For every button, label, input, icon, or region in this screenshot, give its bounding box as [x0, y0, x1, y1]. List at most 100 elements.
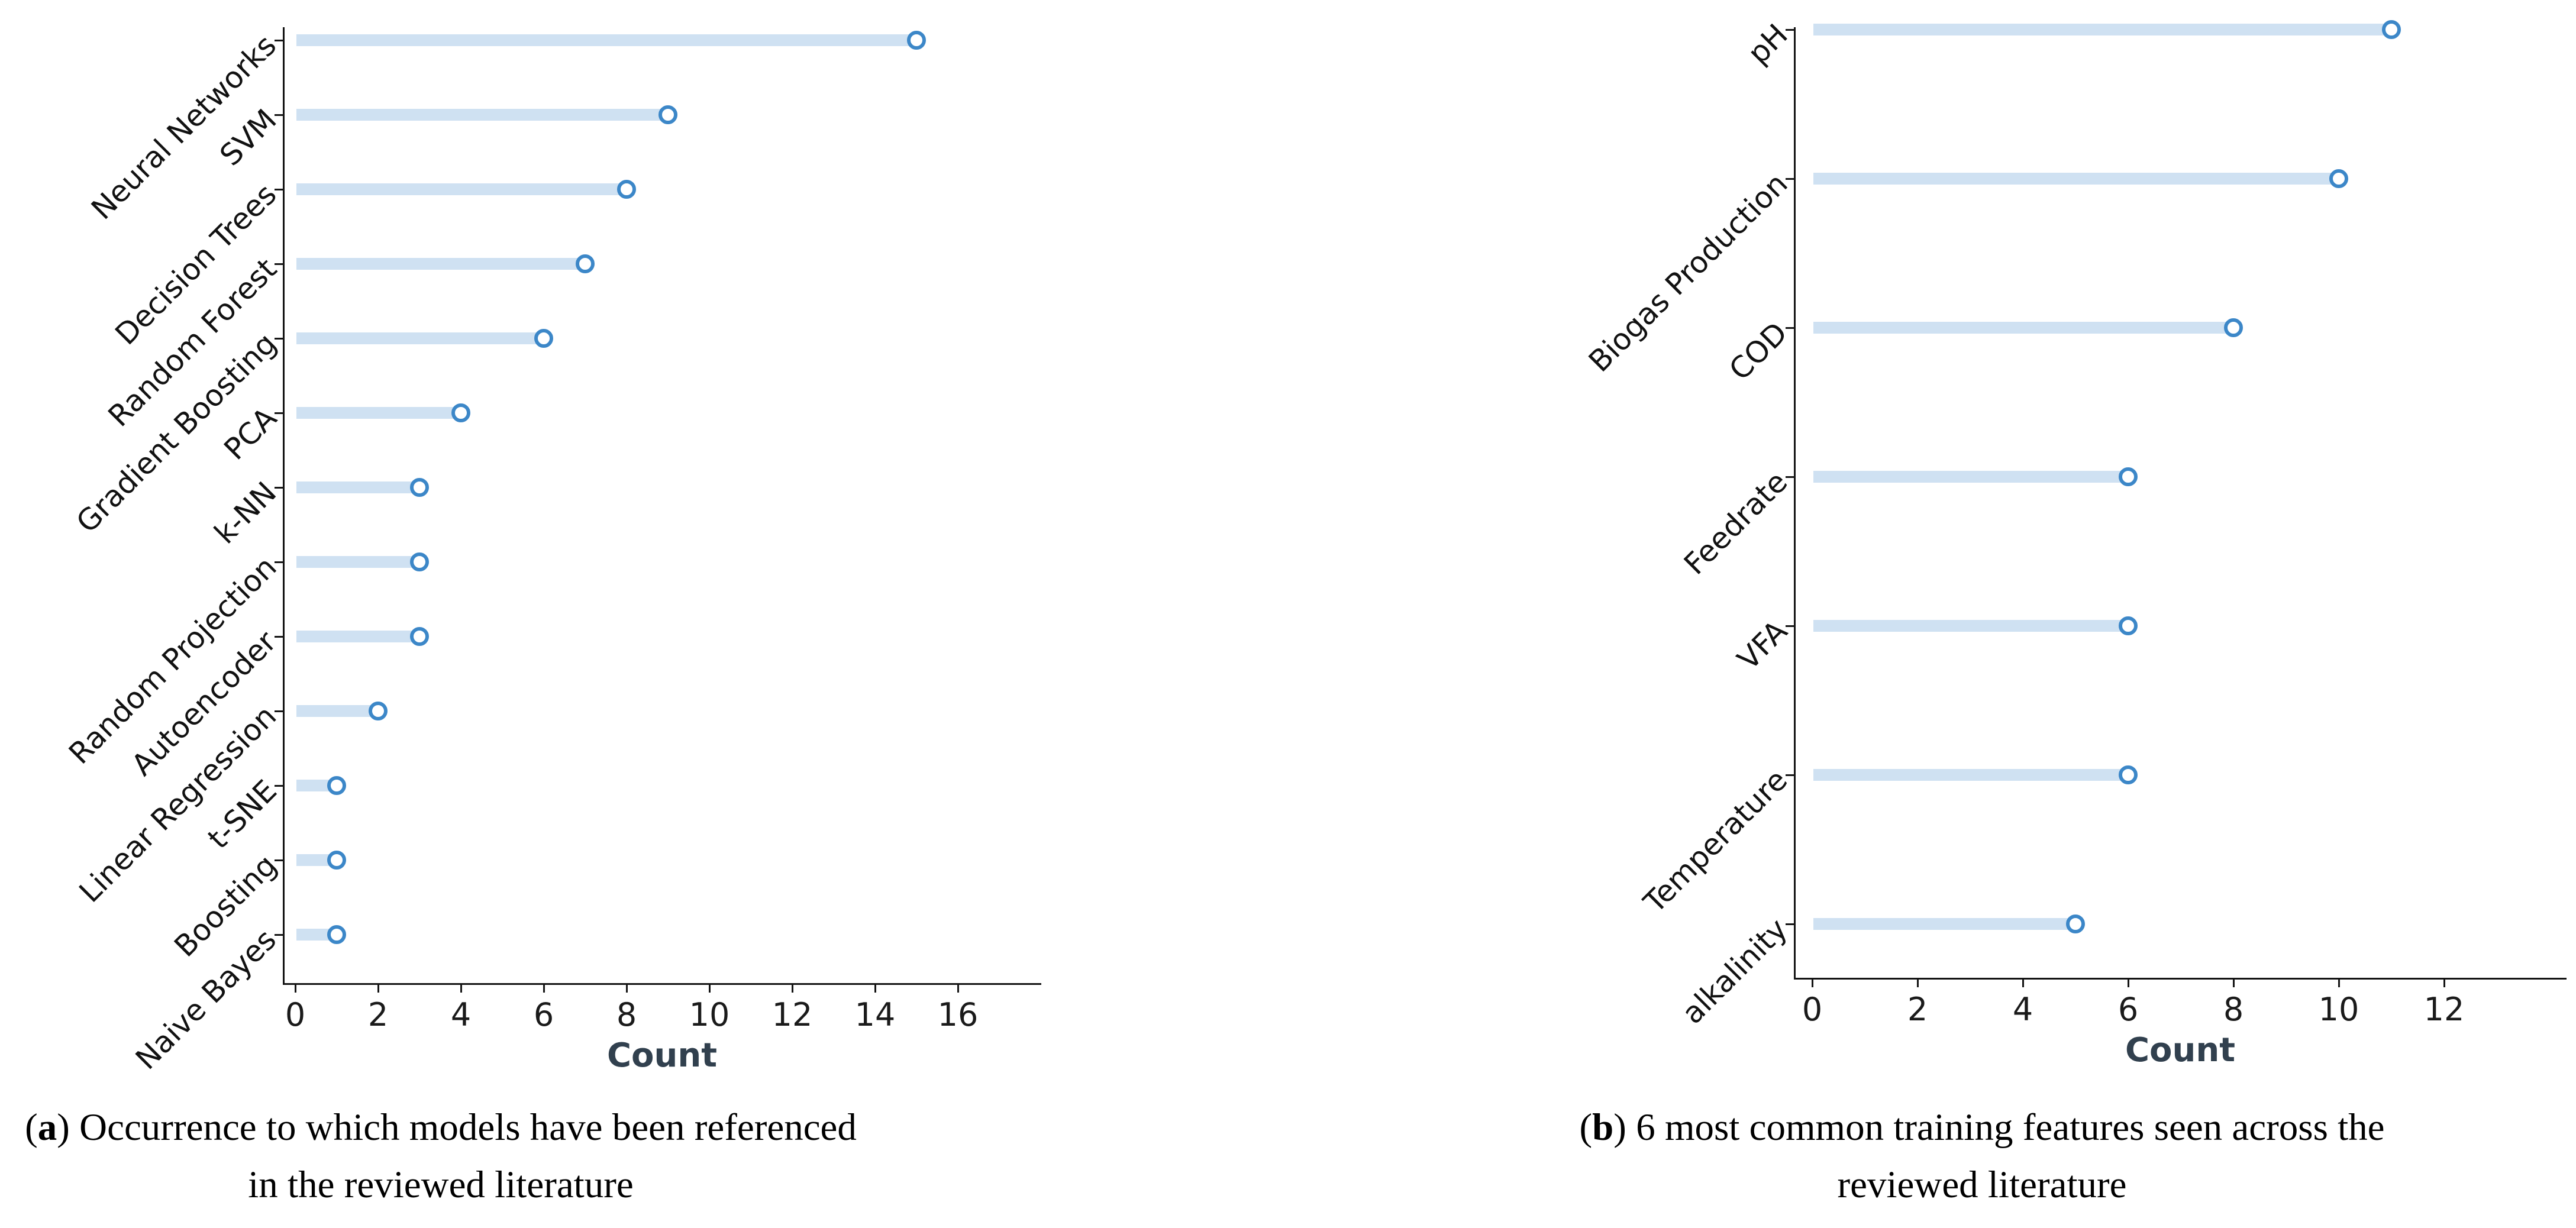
y-tick [275, 114, 283, 116]
x-tick-label: 4 [450, 996, 472, 1033]
stem [1813, 471, 2128, 483]
x-axis-title: Count [2125, 1031, 2236, 1069]
x-tick-label: 0 [285, 996, 306, 1033]
stem [1813, 620, 2128, 632]
data-point-marker [2382, 20, 2401, 39]
stem [1813, 769, 2128, 781]
y-tick [1786, 625, 1794, 627]
x-tick [2022, 978, 2024, 987]
data-point-marker [576, 254, 595, 273]
y-tick [1786, 29, 1794, 31]
x-tick [1812, 978, 1813, 987]
stem [1813, 918, 2075, 930]
x-tick [295, 983, 296, 993]
x-tick [377, 983, 379, 993]
y-tick [275, 561, 283, 563]
stem [296, 34, 916, 46]
x-tick-label: 14 [854, 996, 896, 1033]
x-tick-label: 2 [367, 996, 389, 1033]
stem [1813, 24, 2391, 35]
x-tick [2338, 978, 2340, 987]
y-tick [1786, 327, 1794, 329]
x-axis-line [283, 983, 1041, 985]
y-tick [275, 636, 283, 638]
y-axis-spine [283, 27, 285, 983]
y-tick [275, 189, 283, 190]
x-tick-label: 4 [2012, 991, 2033, 1028]
x-tick [957, 983, 959, 993]
caption-a-paren-close: ) [57, 1106, 80, 1149]
data-point-marker [2119, 467, 2138, 486]
x-axis-title: Count [606, 1036, 718, 1075]
category-label: VFA [1731, 613, 1794, 677]
caption-b-paren-open: ( [1579, 1106, 1593, 1149]
x-tick [460, 983, 462, 993]
stem [296, 332, 544, 344]
x-tick-label: 10 [689, 996, 730, 1033]
data-point-marker [327, 776, 346, 795]
x-tick [874, 983, 876, 993]
stem [1813, 322, 2233, 334]
caption-b-paren-close: ) [1613, 1106, 1636, 1149]
caption-a-line1: (a) Occurrence to which models have been… [25, 1099, 857, 1156]
x-tick-label: 10 [2318, 991, 2359, 1028]
data-point-marker [658, 105, 677, 124]
stem [296, 556, 419, 568]
caption-b: (b) 6 most common training features seen… [1579, 1099, 2384, 1214]
caption-b-marker: b [1592, 1106, 1614, 1149]
category-label: COD [1722, 315, 1794, 387]
caption-a: (a) Occurrence to which models have been… [25, 1099, 857, 1214]
stem [296, 929, 337, 941]
data-point-marker [410, 627, 429, 646]
x-tick [2233, 978, 2235, 987]
data-point-marker [2119, 616, 2138, 635]
y-tick [1786, 774, 1794, 776]
y-tick [275, 785, 283, 787]
y-tick [275, 934, 283, 936]
stem [296, 631, 419, 642]
data-point-marker [327, 851, 346, 870]
caption-b-line1: (b) 6 most common training features seen… [1579, 1099, 2384, 1156]
x-tick [626, 983, 628, 993]
x-tick [792, 983, 793, 993]
caption-a-marker: a [37, 1106, 57, 1149]
x-axis-line [1794, 978, 2567, 980]
data-point-marker [907, 31, 926, 50]
y-tick [1786, 178, 1794, 180]
data-point-marker [2066, 914, 2085, 933]
x-tick-label: 6 [533, 996, 554, 1033]
stem [296, 407, 461, 419]
x-tick-label: 8 [2223, 991, 2244, 1028]
stem [296, 258, 585, 270]
stem [296, 109, 668, 121]
caption-a-text1: Occurrence to which models have been ref… [79, 1106, 857, 1149]
x-tick [1917, 978, 1919, 987]
y-tick [1786, 476, 1794, 478]
category-label: alkalinity [1675, 912, 1794, 1031]
data-point-marker [2224, 318, 2243, 337]
x-tick [543, 983, 545, 993]
data-point-marker [451, 403, 470, 422]
y-tick [275, 338, 283, 340]
y-tick [275, 487, 283, 489]
y-tick [1786, 923, 1794, 925]
data-point-marker [2119, 765, 2138, 784]
caption-a-line2: in the reviewed literature [248, 1164, 634, 1206]
stem [296, 780, 337, 791]
data-point-marker [534, 329, 553, 348]
x-tick-label: 6 [2117, 991, 2139, 1028]
stem [296, 481, 419, 493]
caption-b-text1: 6 most common training features seen acr… [1636, 1106, 2385, 1149]
x-tick-label: 2 [1907, 991, 1928, 1028]
stem [296, 854, 337, 866]
caption-b-line2: reviewed literature [1837, 1164, 2127, 1206]
data-point-marker [410, 478, 429, 497]
data-point-marker [617, 180, 636, 199]
data-point-marker [369, 702, 388, 720]
data-point-marker [410, 552, 429, 571]
stem [1813, 173, 2339, 185]
x-tick-label: 12 [771, 996, 813, 1033]
